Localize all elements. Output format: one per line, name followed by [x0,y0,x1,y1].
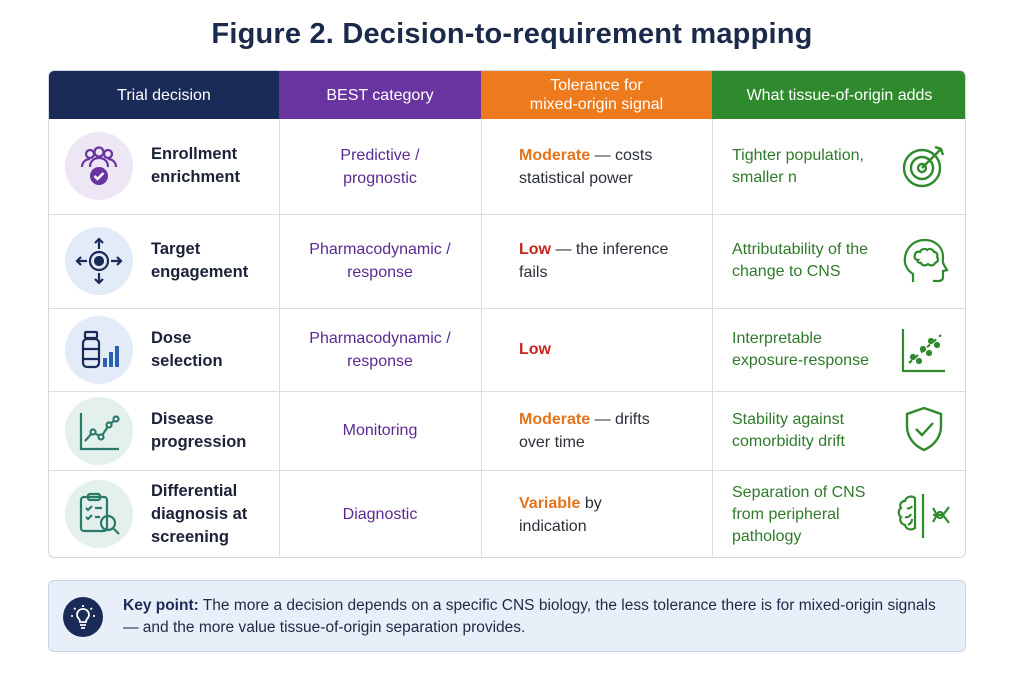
category-cell: Predictive / prognostic [340,146,420,187]
decision-label: Enrollment enrichment [151,145,240,186]
adds-cell: Stability against comorbidity drift [712,391,965,470]
lightbulb-icon [63,597,103,637]
people-check-icon [65,132,133,200]
row-divider [49,308,965,309]
key-point-body: The more a decision depends on a specifi… [123,597,936,636]
brain-neuron-icon [897,494,950,538]
decision-label: Target engagement [151,240,249,281]
decision-cell: Disease progression [49,391,279,470]
header-tolerance-line2: mixed-origin signal [529,96,664,113]
target-icon [902,145,945,188]
key-point-text: Key point: The more a decision depends o… [123,595,943,639]
tolerance-cell: Low [481,308,712,391]
decision-cell: Differential diagnosis at screening [49,470,279,557]
crosshair-arrows-icon [65,227,133,295]
figure-title: Figure 2. Decision-to-requirement mappin… [211,18,813,50]
shield-check-icon [905,406,943,452]
decision-label: Differential diagnosis at screening [151,482,248,546]
adds-cell: Separation of CNS from peripheral patholog… [712,470,965,557]
tolerance-level: Moderate [519,146,591,164]
adds-cell: Interpretable exposure-response [712,308,965,391]
row-divider [49,214,965,215]
column-divider [712,119,713,557]
line-chart-icon [65,397,133,465]
clipboard-search-icon [65,480,133,548]
tolerance-level: Low [519,341,551,358]
tolerance-cell: Low — the inference fails [519,241,669,281]
tolerance-level: Variable [519,494,581,512]
header-best-category: BEST category [279,71,481,119]
category-cell: Pharmacodynamic / response [309,329,451,370]
decision-cell: Enrollment enrichment [49,119,279,214]
category-cell: Monitoring [342,422,418,439]
tolerance-cell: Moderate — costs statistical power [519,146,653,187]
header-tissue-origin-adds: What tissue-of-origin adds [712,71,965,119]
decision-cell: Dose selection [49,308,279,391]
decision-label: Disease progression [151,410,247,451]
tolerance-level: Moderate [519,410,591,428]
tolerance-level: Low [519,241,551,258]
category-cell: Pharmacodynamic / response [309,241,451,281]
column-divider [279,119,280,557]
tolerance-cell: Variable by indication [519,494,602,535]
header-tolerance: Tolerance for mixed-origin signal [481,71,712,119]
adds-cell: Tighter population, smaller n [712,119,965,214]
decision-cell: Target engagement [49,214,279,308]
scatter-trend-icon [901,329,945,373]
tolerance-cell: Moderate — drifts over time [519,410,650,451]
head-brain-icon [903,238,949,283]
header-trial-decision: Trial decision [49,71,279,119]
column-divider [481,119,482,557]
key-point-label: Key point: [123,597,199,614]
mapping-table: Trial decision BEST category Tolerance f… [48,70,966,558]
decision-label: Dose selection [151,329,223,370]
table-row: Enrollment enrichment Predictive / prognos… [49,119,965,214]
row-divider [49,470,965,471]
vial-bars-icon [65,316,133,384]
category-cell: Diagnostic [342,506,418,523]
table-row: Differential diagnosis at screening Diagno… [49,470,965,557]
table-row: Disease progression Monitoring Moderate —… [49,391,965,470]
header-tolerance-line1: Tolerance for [550,77,643,94]
table-row: Dose selection Pharmacodynamic / response … [49,308,965,391]
key-point-callout: Key point: The more a decision depends o… [48,580,966,652]
row-divider [49,391,965,392]
adds-cell: Attributability of the change to CNS [712,214,965,308]
table-row: Target engagement Pharmacodynamic / respon… [49,214,965,308]
